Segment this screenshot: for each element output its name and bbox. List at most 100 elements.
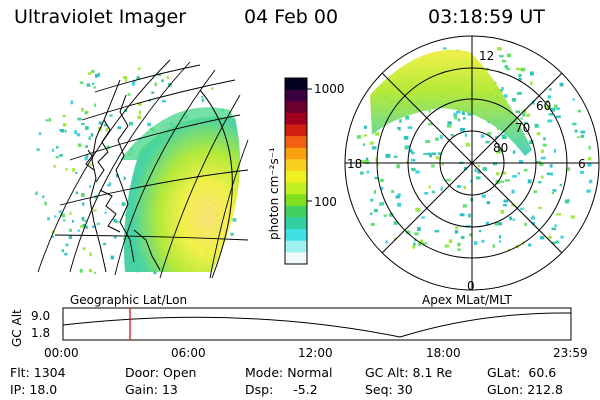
noise-pixel: [81, 193, 85, 197]
noise-pixel: [460, 235, 465, 240]
noise-pixel: [65, 243, 69, 247]
noise-pixel: [42, 195, 45, 198]
noise-pixel: [423, 152, 427, 155]
noise-pixel: [413, 159, 416, 162]
noise-pixel: [410, 158, 414, 162]
noise-pixel: [524, 121, 529, 125]
noise-pixel: [88, 136, 91, 140]
noise-pixel: [365, 157, 369, 162]
noise-pixel: [532, 100, 535, 105]
noise-pixel: [498, 240, 501, 243]
noise-pixel: [84, 220, 87, 223]
noise-pixel: [415, 207, 421, 212]
noise-pixel: [61, 249, 65, 253]
noise-pixel: [148, 99, 151, 102]
noise-pixel: [463, 185, 466, 190]
noise-pixel: [546, 172, 552, 176]
noise-pixel: [63, 123, 67, 127]
noise-pixel: [373, 190, 376, 194]
noise-pixel: [502, 59, 507, 63]
noise-pixel: [51, 148, 54, 152]
noise-pixel: [405, 115, 410, 120]
noise-pixel: [56, 145, 59, 149]
noise-pixel: [536, 160, 542, 164]
noise-pixel: [511, 204, 516, 207]
noise-pixel: [501, 171, 507, 175]
noise-pixel: [82, 247, 86, 250]
noise-pixel: [80, 225, 84, 228]
noise-pixel: [588, 145, 591, 150]
noise-pixel: [91, 225, 96, 228]
noise-pixel: [480, 134, 485, 138]
noise-pixel: [530, 81, 533, 85]
noise-pixel: [482, 167, 487, 171]
mlat-label-70: 70: [515, 121, 530, 135]
noise-pixel: [577, 136, 580, 139]
noise-pixel: [495, 135, 498, 139]
noise-pixel: [478, 230, 482, 233]
noise-pixel: [409, 149, 413, 153]
dsp-label: Dsp:: [245, 382, 274, 397]
altitude-ytick-1: 1.8: [31, 326, 50, 340]
noise-pixel: [424, 192, 429, 195]
noise-pixel: [363, 143, 366, 146]
noise-pixel: [370, 212, 373, 216]
noise-pixel: [92, 82, 95, 86]
noise-pixel: [415, 170, 420, 174]
mode-value: Normal: [287, 365, 333, 380]
noise-pixel: [548, 88, 552, 91]
noise-pixel: [54, 215, 57, 218]
altitude-xtick-0000: 00:00: [44, 346, 79, 360]
noise-pixel: [487, 132, 492, 136]
noise-pixel: [151, 91, 155, 94]
noise-pixel: [89, 252, 92, 257]
door-readout: Door: Open: [125, 365, 196, 380]
noise-pixel: [381, 186, 384, 191]
noise-pixel: [395, 195, 400, 199]
noise-pixel: [580, 134, 585, 138]
noise-pixel: [457, 242, 461, 247]
noise-pixel: [69, 211, 72, 216]
noise-pixel: [551, 227, 557, 231]
noise-pixel: [435, 156, 441, 160]
glon-readout: GLon: 212.8: [487, 382, 563, 397]
noise-pixel: [147, 122, 151, 127]
noise-pixel: [36, 148, 40, 151]
noise-pixel: [371, 146, 377, 150]
noise-pixel: [201, 98, 205, 103]
noise-pixel: [90, 163, 93, 166]
noise-pixel: [539, 163, 544, 166]
dsp-readout: Dsp: -5.2: [245, 382, 318, 397]
noise-pixel: [481, 194, 486, 198]
noise-pixel: [105, 128, 108, 132]
polar-image: 12 18 6 0 60 70 80: [344, 35, 600, 293]
noise-pixel: [518, 74, 522, 78]
noise-pixel: [559, 82, 564, 87]
noise-pixel: [570, 215, 575, 219]
mlt-label-0: 0: [467, 279, 475, 293]
noise-pixel: [58, 210, 62, 213]
noise-pixel: [485, 140, 490, 144]
noise-pixel: [547, 119, 553, 123]
noise-pixel: [457, 248, 462, 251]
noise-pixel: [540, 156, 546, 160]
noise-pixel: [97, 72, 101, 77]
noise-pixel: [466, 142, 470, 147]
noise-pixel: [59, 129, 62, 132]
noise-pixel: [47, 217, 51, 221]
noise-pixel: [65, 168, 68, 171]
noise-pixel: [520, 117, 523, 120]
noise-pixel: [74, 130, 78, 135]
noise-pixel: [375, 132, 380, 136]
noise-pixel: [461, 111, 465, 115]
noise-pixel: [166, 75, 169, 79]
noise-pixel: [554, 104, 558, 108]
noise-pixel: [426, 152, 432, 155]
noise-pixel: [93, 209, 97, 212]
noise-pixel: [405, 230, 411, 235]
noise-pixel: [389, 213, 394, 217]
noise-pixel: [502, 135, 507, 140]
noise-pixel: [45, 119, 49, 122]
noise-pixel: [539, 236, 545, 240]
noise-pixel: [230, 232, 234, 236]
